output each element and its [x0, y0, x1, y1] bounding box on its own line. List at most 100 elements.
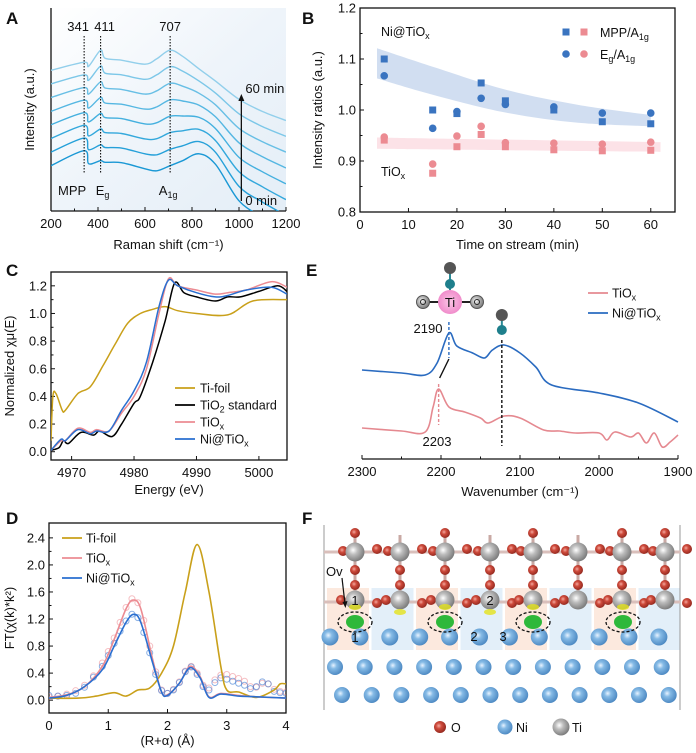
fit-point: [169, 686, 177, 694]
fit-point: [235, 675, 243, 683]
ni-atom: [423, 687, 440, 703]
data-point-square: [477, 79, 485, 87]
label-part: x: [425, 31, 430, 41]
data-point-circle: [550, 139, 558, 147]
spectrum-line-6: [51, 65, 286, 137]
y-tick-label: 1.0: [29, 306, 47, 321]
y-tick-label: 1.2: [27, 612, 45, 627]
o-atom: [471, 595, 481, 605]
o-atom: [682, 544, 692, 554]
x-tick-label: 20: [450, 217, 464, 232]
y-tick-label: 0.4: [27, 666, 45, 681]
legend-label: TiO2 standard: [200, 399, 277, 415]
o-atom: [440, 565, 450, 575]
ni-atom: [560, 628, 578, 646]
y-tick-label: 0.0: [29, 444, 47, 459]
ti-atom: [480, 590, 500, 610]
x-tick-label: 4990: [182, 465, 211, 480]
ni-atom: [334, 687, 350, 703]
label-part: Ni@TiO: [612, 307, 656, 321]
xanes-line-0: [51, 298, 287, 441]
label-part: g: [104, 190, 109, 200]
o-atom: [372, 598, 382, 608]
x-tick-label: 0: [356, 217, 363, 232]
ni-atom: [594, 659, 611, 675]
fit-point: [282, 689, 286, 697]
ti-atom: [390, 590, 410, 610]
x-tick-label: 2000: [585, 464, 614, 479]
x-tick-label: 2100: [506, 464, 535, 479]
label-part: 1g: [167, 190, 177, 200]
ni-atom: [601, 687, 618, 703]
ni-atom: [363, 687, 380, 703]
y-tick-label: 0.4: [29, 389, 47, 404]
arrow-end-label: 60 min: [245, 81, 284, 96]
y-tick-label: 0.0: [27, 693, 45, 708]
legend-marker-square: [562, 28, 570, 36]
ni-atom: [411, 628, 429, 646]
data-point-circle: [453, 107, 461, 116]
spectrum-line-5: [51, 81, 286, 153]
fit-point: [49, 691, 53, 699]
xanes-line-2: [51, 277, 287, 451]
ni-atom: [631, 687, 647, 703]
ti-atom: [390, 542, 410, 562]
x-tick-label: 600: [134, 216, 156, 231]
label-part: x: [130, 578, 135, 588]
o-atom: [485, 565, 495, 575]
label-part: standard: [225, 399, 277, 413]
ti-carbonyl-icon: Ti: [416, 262, 484, 314]
o-atom: [395, 580, 405, 590]
label-part: g: [608, 54, 613, 64]
legend-label: TiOx: [612, 287, 637, 303]
vacancy-arrow: [341, 577, 346, 605]
label-part: Ti-foil: [86, 532, 116, 546]
structure-annotation: 2: [470, 629, 477, 644]
o-atom: [514, 595, 524, 605]
data-point-circle: [550, 103, 558, 111]
o-atom: [550, 598, 560, 608]
ni-atom: [620, 628, 638, 646]
legend-marker-circle: [562, 50, 570, 58]
o-atom: [660, 580, 670, 590]
legend-marker-circle: [580, 50, 588, 58]
x-tick-label: 1900: [664, 464, 693, 479]
fit-point: [81, 683, 89, 691]
arrow-head-icon: [238, 94, 245, 101]
label-part: x: [401, 171, 406, 181]
legend-label: O: [451, 721, 461, 735]
data-point-square: [647, 146, 655, 154]
x-axis-label: (R+α) (Å): [140, 733, 194, 748]
peak-value: 707: [159, 19, 181, 34]
xanes-curves: [51, 277, 287, 452]
fit-point: [270, 685, 278, 693]
structure-annotation: Ov: [326, 564, 343, 579]
ni-atom: [321, 628, 339, 646]
spectrum-line-7: [51, 49, 286, 122]
o-atom: [440, 580, 450, 590]
ti-atom: [480, 542, 500, 562]
ni-atom: [512, 687, 529, 703]
ni-atom: [541, 687, 558, 703]
o-atom: [550, 544, 560, 554]
x-tick-label: 4: [282, 718, 289, 733]
charge-density-blob: [436, 615, 454, 629]
y-tick-label: 0.8: [29, 334, 47, 349]
o-atom: [660, 565, 670, 575]
xanes-line-3: [51, 278, 287, 451]
o-atom: [485, 580, 495, 590]
peak-value: 341: [67, 19, 89, 34]
legend-label: Ni@TiOx: [86, 572, 135, 588]
fit-point: [241, 677, 249, 685]
x-tick-label: 400: [87, 216, 109, 231]
y-axis-label: Intensity ratios (a.u.): [310, 51, 325, 169]
o-atom: [660, 528, 670, 538]
panel-label-c: C: [6, 261, 18, 280]
ni-atom: [505, 659, 522, 675]
ti-atom: [568, 542, 588, 562]
plot-frame: [50, 271, 288, 461]
label-part: MPP: [58, 183, 86, 198]
ti-atom: [523, 590, 543, 610]
ni-atom: [327, 659, 343, 675]
legend-label: Ni@TiOx: [200, 433, 249, 449]
